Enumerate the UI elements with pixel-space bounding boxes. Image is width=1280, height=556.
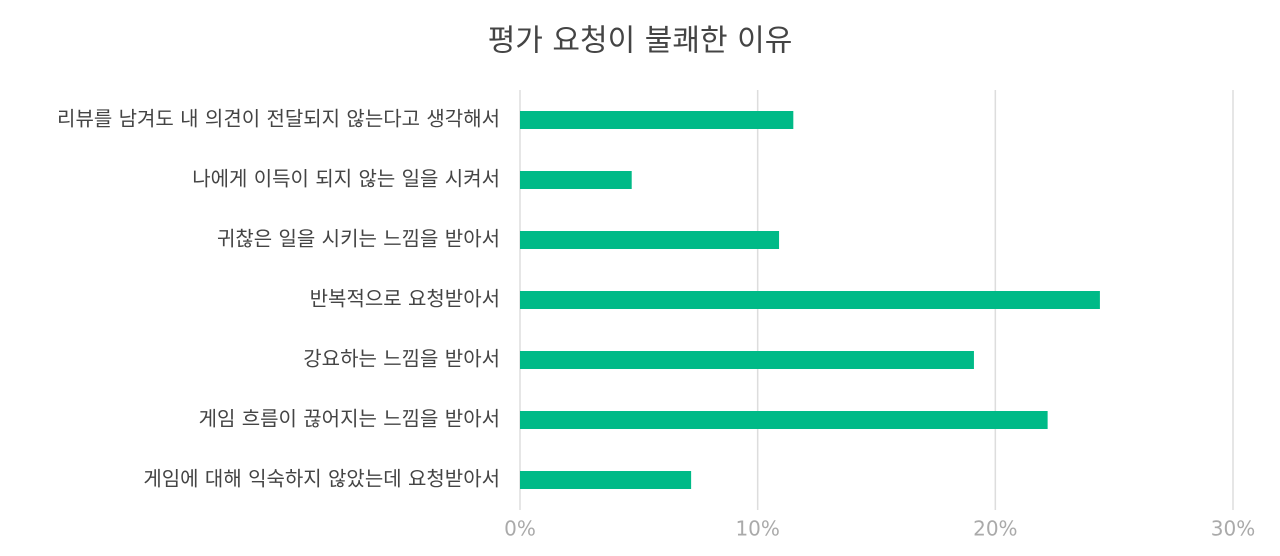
- bar: [520, 231, 780, 249]
- bar: [520, 351, 974, 369]
- chart-title: 평가 요청이 불쾌한 이유: [488, 24, 793, 59]
- y-tick-label: 귀찮은 일을 시키는 느낌을 받아서: [217, 227, 500, 251]
- y-tick-label: 게임에 대해 익숙하지 않았는데 요청받아서: [143, 467, 500, 491]
- y-tick-label: 강요하는 느낌을 받아서: [303, 347, 500, 371]
- bar: [520, 291, 1100, 309]
- x-tick-label: 20%: [973, 517, 1017, 541]
- bar: [520, 171, 632, 189]
- y-tick-label: 나에게 이득이 되지 않는 일을 시켜서: [192, 167, 500, 191]
- y-tick-label: 게임 흐름이 끊어지는 느낌을 받아서: [199, 407, 500, 431]
- x-tick-label: 10%: [735, 517, 779, 541]
- y-tick-label: 리뷰를 남겨도 내 의견이 전달되지 않는다고 생각해서: [57, 107, 500, 131]
- x-tick-label: 0%: [504, 517, 536, 541]
- bar: [520, 471, 692, 489]
- bar: [520, 111, 794, 129]
- y-tick-label: 반복적으로 요청받아서: [310, 287, 500, 311]
- x-tick-label: 30%: [1211, 517, 1255, 541]
- bar: [520, 411, 1048, 429]
